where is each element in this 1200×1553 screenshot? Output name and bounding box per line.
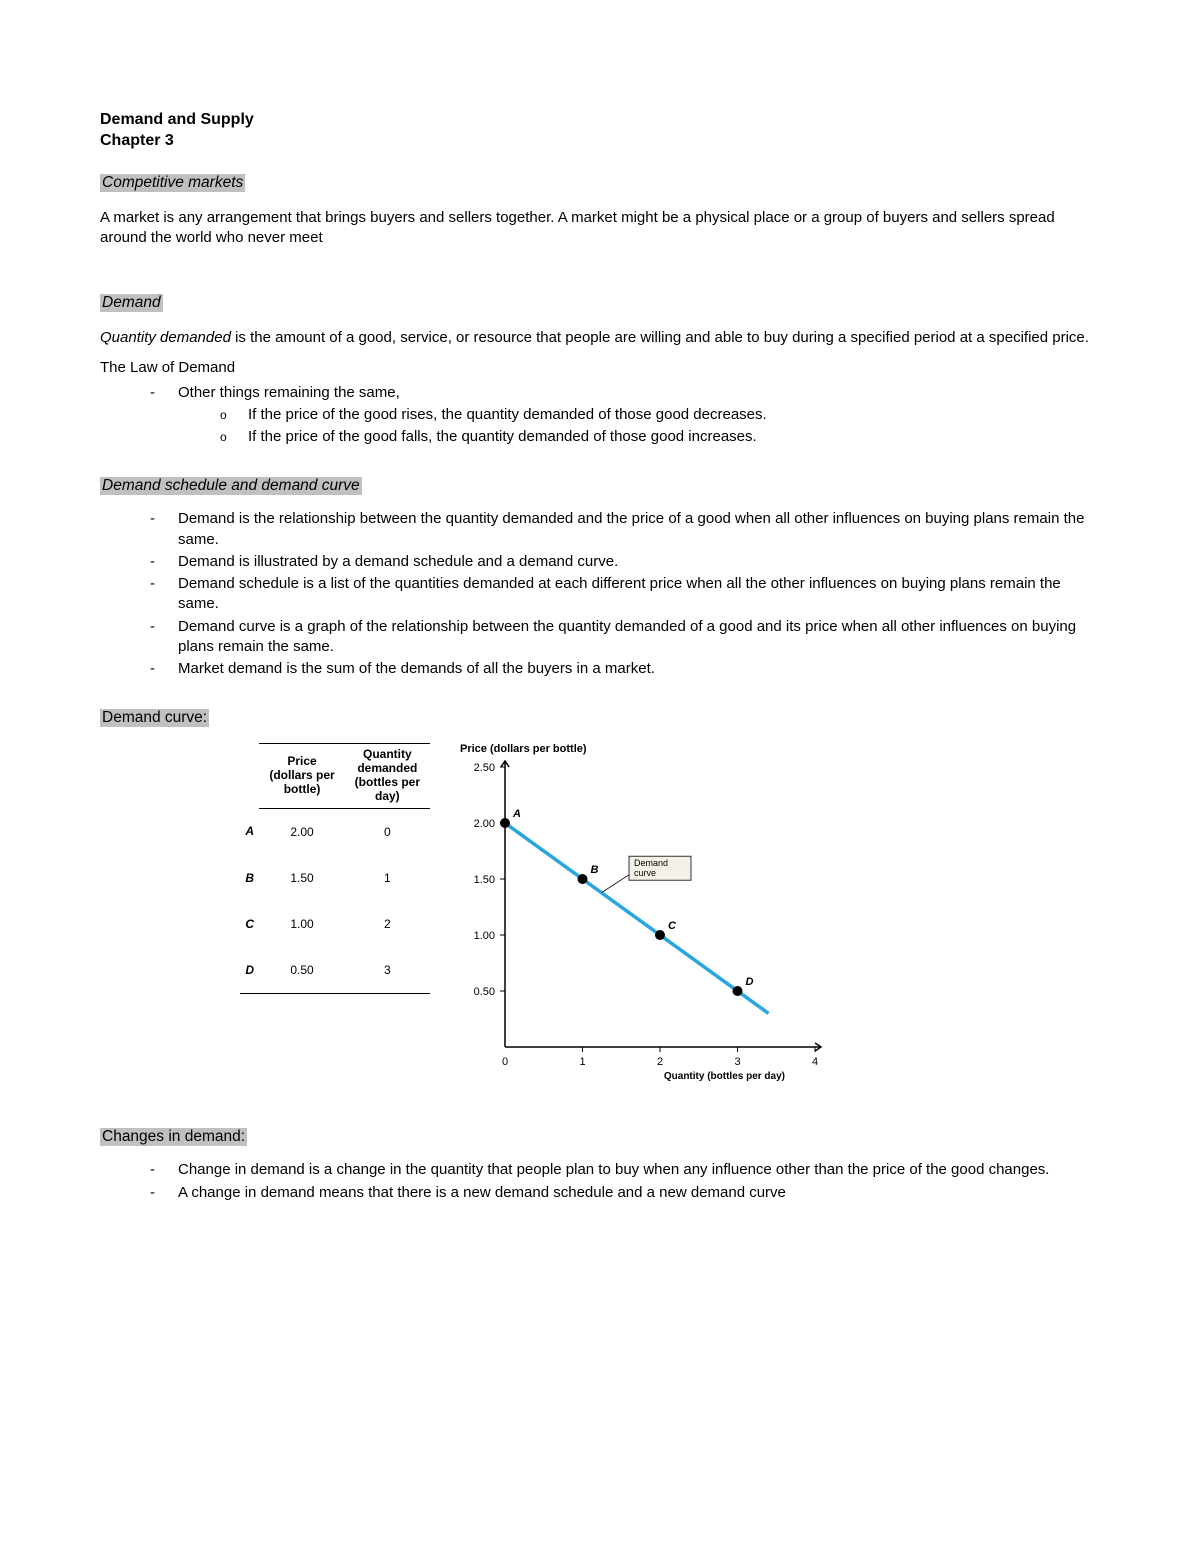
table-col2-header: Quantity demanded (bottles per day) <box>345 744 430 808</box>
svg-text:2: 2 <box>657 1056 663 1068</box>
svg-text:B: B <box>591 864 599 876</box>
svg-text:1.50: 1.50 <box>474 874 495 886</box>
para-quantity-demanded: Quantity demanded is the amount of a goo… <box>100 328 1100 348</box>
heading-demand: Demand <box>100 294 163 312</box>
heading-demand-schedule: Demand schedule and demand curve <box>100 477 362 495</box>
svg-text:A: A <box>512 808 521 820</box>
svg-text:Demand: Demand <box>634 859 668 869</box>
law-sub1: If the price of the good rises, the quan… <box>220 405 1100 425</box>
document-page: Demand and Supply Chapter 3 Competitive … <box>0 0 1200 1553</box>
table-row: C1.002 <box>240 901 430 947</box>
changes-b1: Change in demand is a change in the quan… <box>150 1160 1100 1180</box>
svg-text:2.50: 2.50 <box>474 762 495 774</box>
demand-chart: Price (dollars per bottle) 0.50 1.00 1.50 2… <box>460 743 825 1086</box>
law-top-item: Other things remaining the same, If the … <box>150 383 1100 448</box>
doc-title-line2: Chapter 3 <box>100 131 1100 152</box>
law-of-demand-title: The Law of Demand <box>100 358 1100 378</box>
svg-text:Quantity (bottles per day): Quantity (bottles per day) <box>664 1071 785 1082</box>
demand-chart-svg: 0.50 1.00 1.50 2.00 2.50 0 1 2 3 4 Quantity (bottl… <box>460 757 825 1082</box>
schedule-b3: Demand schedule is a list of the quantit… <box>150 574 1100 615</box>
demand-schedule-table: Price (dollars per bottle) Quantity dema… <box>240 743 430 993</box>
table-row: A2.000 <box>240 808 430 855</box>
law-sub2: If the price of the good falls, the quan… <box>220 427 1100 447</box>
law-sublist: If the price of the good rises, the quan… <box>178 405 1100 448</box>
heading-demand-curve: Demand curve: <box>100 709 209 727</box>
svg-text:4: 4 <box>812 1056 818 1068</box>
svg-text:D: D <box>746 976 754 988</box>
doc-title-line1: Demand and Supply <box>100 110 1100 131</box>
svg-text:3: 3 <box>734 1056 740 1068</box>
changes-b2: A change in demand means that there is a… <box>150 1183 1100 1203</box>
svg-text:0.50: 0.50 <box>474 986 495 998</box>
law-list: Other things remaining the same, If the … <box>100 383 1100 448</box>
table-row: D0.503 <box>240 947 430 994</box>
chart-y-title: Price (dollars per bottle) <box>460 743 825 755</box>
qd-rest: is the amount of a good, service, or res… <box>231 329 1089 346</box>
svg-text:1.00: 1.00 <box>474 930 495 942</box>
svg-text:curve: curve <box>634 869 656 879</box>
schedule-b2: Demand is illustrated by a demand schedu… <box>150 552 1100 572</box>
heading-competitive-markets: Competitive markets <box>100 174 245 192</box>
qd-term: Quantity demanded <box>100 329 231 346</box>
schedule-b5: Market demand is the sum of the demands … <box>150 659 1100 679</box>
table-row: B1.501 <box>240 855 430 901</box>
heading-changes: Changes in demand: <box>100 1128 247 1146</box>
changes-list: Change in demand is a change in the quan… <box>100 1160 1100 1203</box>
law-top-text: Other things remaining the same, <box>178 384 400 401</box>
table-col1-header: Price (dollars per bottle) <box>259 744 344 808</box>
para-competitive-markets: A market is any arrangement that brings … <box>100 208 1100 249</box>
svg-text:0: 0 <box>502 1056 508 1068</box>
demand-figure: Price (dollars per bottle) Quantity dema… <box>240 743 1100 1086</box>
svg-text:2.00: 2.00 <box>474 818 495 830</box>
svg-text:C: C <box>668 920 677 932</box>
schedule-b4: Demand curve is a graph of the relations… <box>150 617 1100 658</box>
svg-text:1: 1 <box>579 1056 585 1068</box>
schedule-list: Demand is the relationship between the q… <box>100 509 1100 679</box>
schedule-b1: Demand is the relationship between the q… <box>150 509 1100 550</box>
